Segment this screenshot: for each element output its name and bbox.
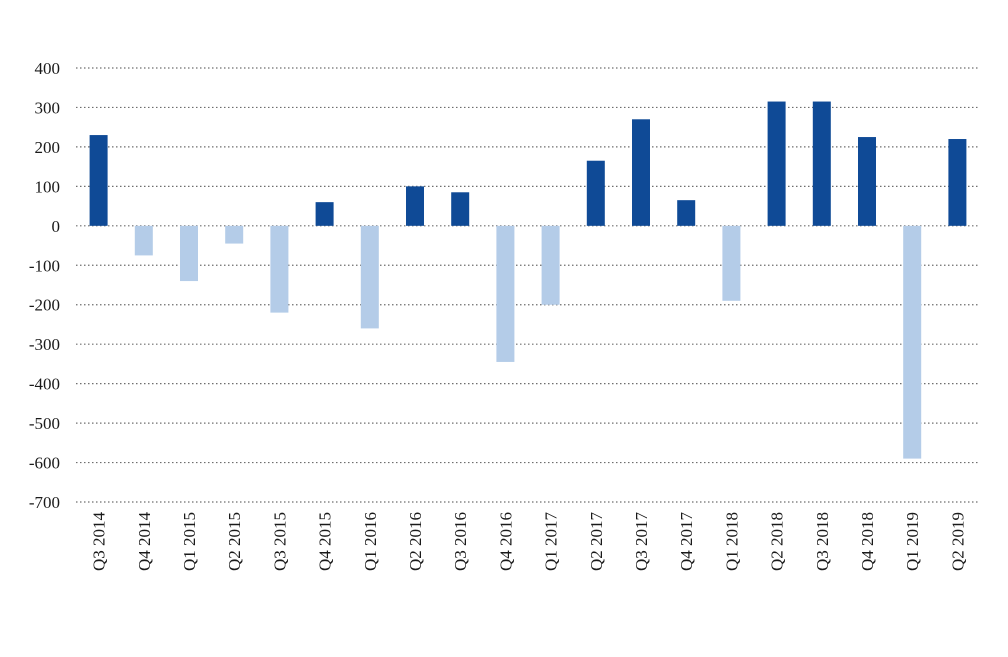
x-tick-label: Q1 2015: [180, 512, 199, 571]
x-tick-label: Q4 2018: [858, 512, 877, 571]
bar: [180, 225, 198, 282]
y-tick-label: 0: [52, 217, 61, 236]
x-tick-label: Q2 2017: [587, 512, 606, 572]
x-axis-tick-labels: Q3 2014 Q4 2014 Q1 2015 Q2 2015 Q3 2015 Q4 20…: [90, 512, 968, 572]
x-tick-label: Q3 2018: [813, 512, 832, 571]
bar: [270, 225, 289, 313]
bar: [406, 186, 424, 226]
y-tick-label: 300: [35, 98, 61, 117]
x-tick-label: Q2 2018: [768, 512, 787, 571]
x-tick-label: Q4 2015: [316, 512, 335, 571]
bar: [89, 135, 108, 226]
bar: [496, 225, 515, 362]
y-tick-label: -600: [29, 454, 60, 473]
y-tick-label: -400: [29, 375, 60, 394]
y-tick-label: 100: [35, 177, 61, 196]
x-tick-label: Q1 2019: [903, 512, 922, 571]
gridlines: [76, 67, 980, 503]
y-tick-label: -300: [29, 335, 60, 354]
x-tick-label: Q1 2017: [542, 512, 561, 572]
bar: [858, 137, 876, 226]
bar: [225, 225, 244, 244]
bar: [360, 225, 379, 329]
bar: [315, 202, 334, 226]
bar: [812, 101, 831, 226]
x-tick-label: Q3 2016: [451, 512, 470, 571]
bar: [541, 225, 560, 305]
x-tick-label: Q2 2019: [948, 512, 967, 571]
bar: [722, 225, 741, 301]
y-tick-label: 400: [35, 59, 61, 78]
x-tick-label: Q3 2015: [270, 512, 289, 571]
x-tick-label: Q3 2017: [632, 512, 651, 572]
y-tick-label: 200: [35, 138, 61, 157]
x-tick-label: Q4 2014: [135, 512, 154, 572]
x-tick-label: Q3 2014: [90, 512, 109, 572]
x-tick-label: Q4 2017: [677, 512, 696, 572]
bar: [767, 101, 786, 226]
y-tick-label: -700: [29, 493, 60, 512]
x-tick-label: Q2 2015: [225, 512, 244, 571]
y-tick-label: -100: [29, 256, 60, 275]
bar: [632, 119, 650, 226]
bar: [903, 225, 922, 459]
x-tick-label: Q4 2016: [496, 512, 515, 571]
y-tick-label: -500: [29, 414, 60, 433]
bars: [89, 101, 967, 459]
y-axis-tick-labels: 400 300 200 100 0 -100 -200 -300 -400 -500 -600 -70…: [29, 59, 60, 512]
x-tick-label: Q1 2018: [722, 512, 741, 571]
bar: [948, 139, 967, 226]
bar: [586, 160, 605, 226]
y-tick-label: -200: [29, 296, 60, 315]
x-tick-label: Q1 2016: [361, 512, 380, 571]
bar: [677, 200, 696, 226]
x-tick-label: Q2 2016: [406, 512, 425, 571]
bar: [134, 225, 153, 256]
bar: [451, 192, 470, 226]
